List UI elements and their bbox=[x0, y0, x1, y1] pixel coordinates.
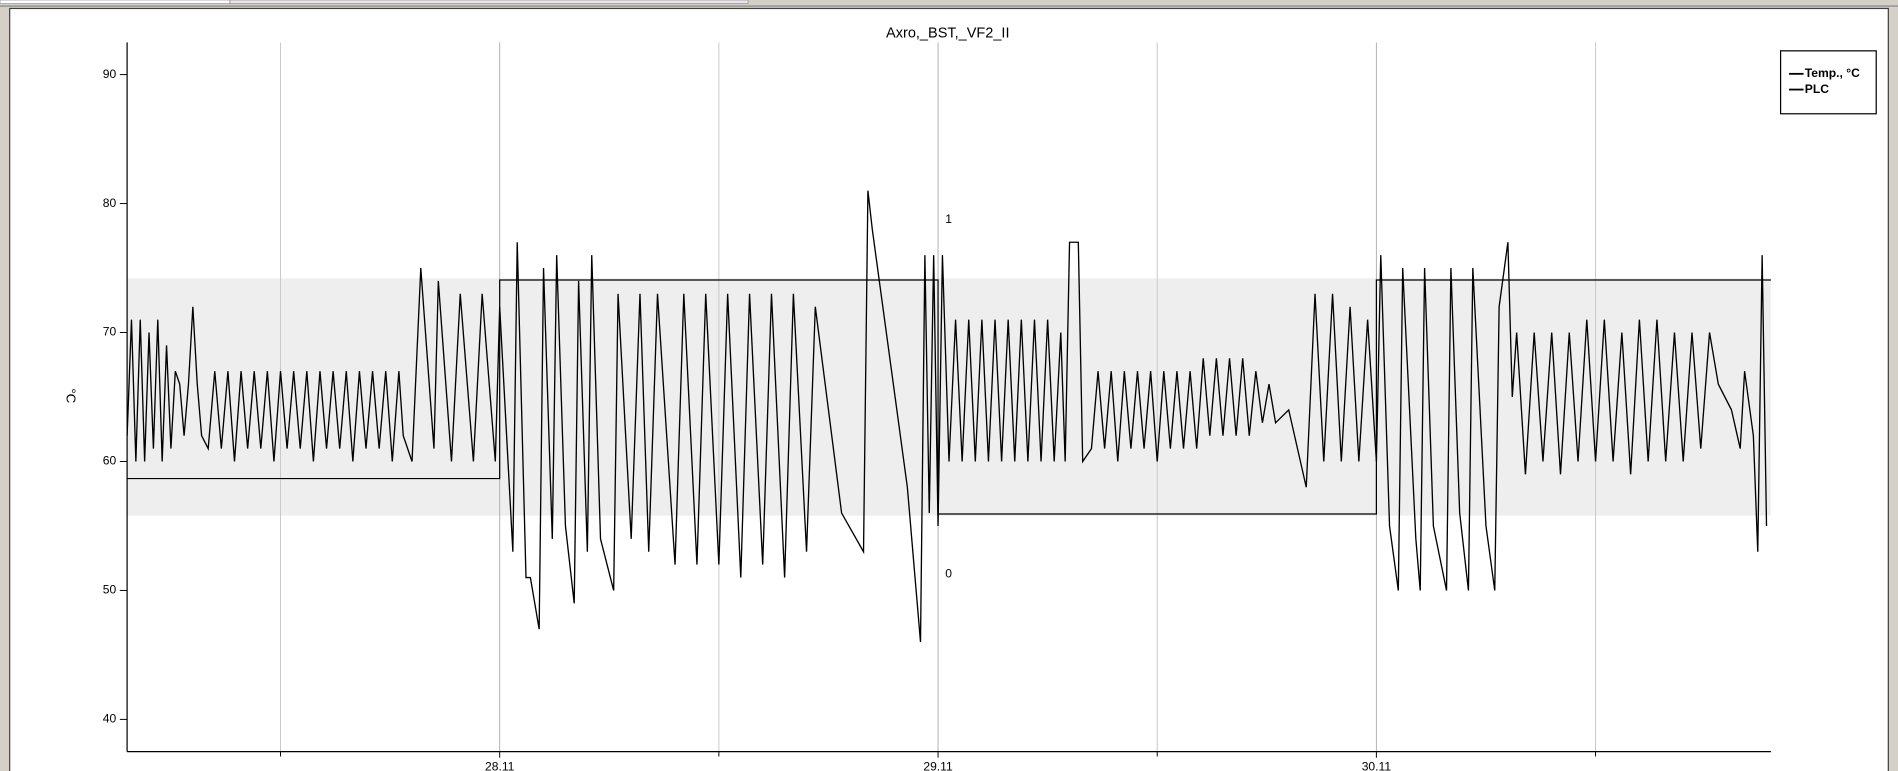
y-tick-label: 90 bbox=[103, 67, 117, 81]
x-tick-label: 30.11 bbox=[1362, 760, 1392, 771]
y2-tick-label: 0 bbox=[945, 567, 952, 581]
y-tick-label: 60 bbox=[103, 454, 117, 468]
x-tick-label: 29.11 bbox=[923, 760, 953, 771]
y-axis-label: °C bbox=[64, 388, 79, 403]
series-line bbox=[126, 190, 1768, 643]
legend-box bbox=[1779, 50, 1877, 115]
legend-label: Temp., °C bbox=[1805, 66, 1860, 80]
tab[interactable] bbox=[0, 0, 231, 4]
x-tick-label: 28.11 bbox=[485, 760, 515, 771]
series-line bbox=[127, 279, 1771, 515]
y-tick-label: 80 bbox=[103, 196, 117, 210]
y-tick-label: 40 bbox=[103, 712, 117, 726]
legend-label: PLC bbox=[1805, 82, 1829, 96]
y2-tick-label: 1 bbox=[945, 212, 952, 226]
limit-band bbox=[127, 278, 1771, 516]
tab[interactable] bbox=[229, 0, 749, 4]
chart-title: Axro,_BST,_VF2_II bbox=[886, 26, 1009, 42]
y-tick-label: 70 bbox=[103, 325, 117, 339]
y-tick-label: 50 bbox=[103, 583, 117, 597]
